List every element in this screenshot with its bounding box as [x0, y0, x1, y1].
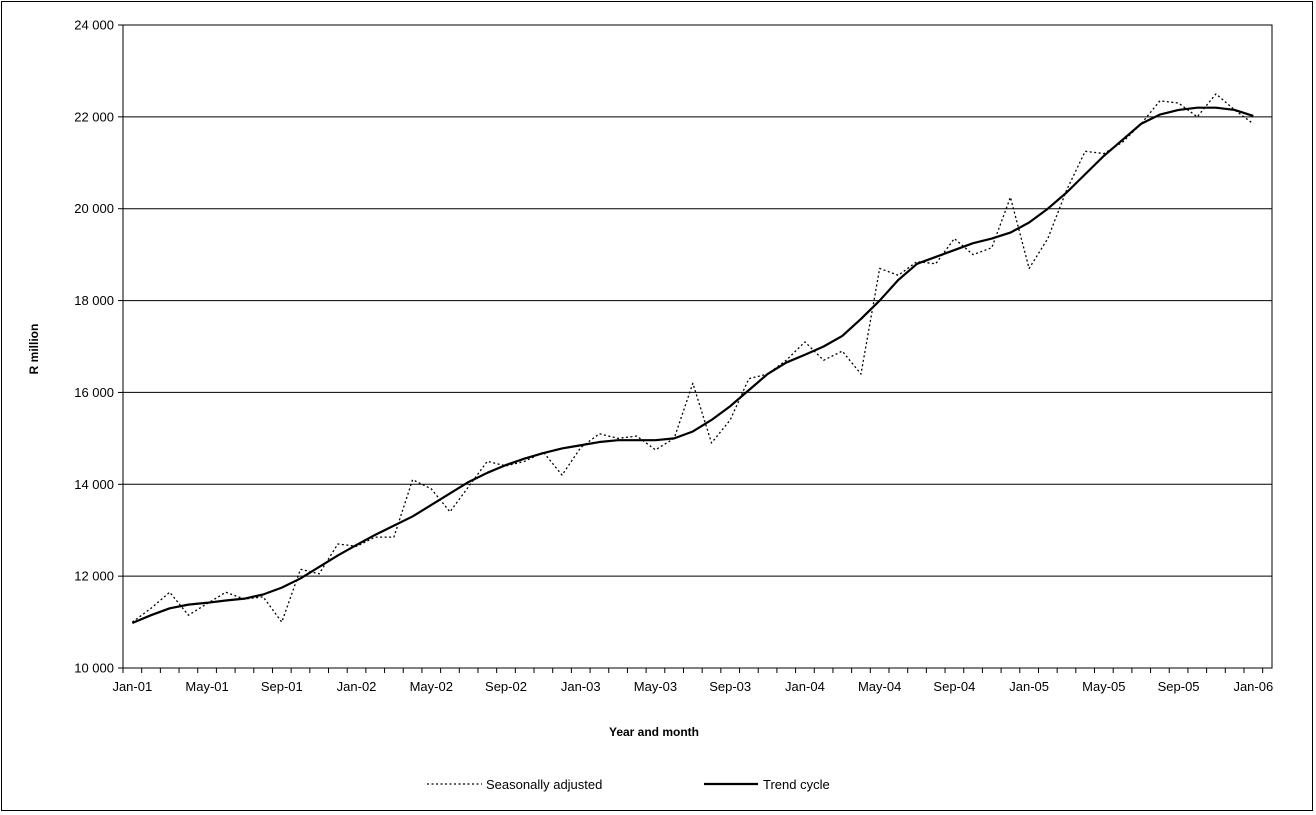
x-tick-label: Sep-04 — [933, 679, 975, 694]
x-tick-label: May-05 — [1082, 679, 1125, 694]
y-tick-label: 18 000 — [74, 293, 114, 308]
x-tick-label: Jan-06 — [1233, 679, 1273, 694]
plot-area — [122, 24, 1273, 669]
legend-label-seasonally-adjusted: Seasonally adjusted — [486, 777, 602, 792]
x-tick-label: Sep-03 — [709, 679, 751, 694]
y-tick-label: 12 000 — [74, 569, 114, 584]
y-axis-title: R million — [27, 324, 41, 375]
x-axis: Jan-01 May-01 Sep-01 Jan-02 May-02 Sep-02 Jan-… — [112, 668, 1273, 694]
x-tick-label: Jan-01 — [112, 679, 152, 694]
x-tick-label: Jan-05 — [1009, 679, 1049, 694]
y-tick-label: 22 000 — [74, 109, 114, 124]
x-tick-label: May-01 — [185, 679, 228, 694]
y-tick-label: 10 000 — [74, 661, 114, 676]
x-tick-label: May-02 — [410, 679, 453, 694]
y-tick-label: 14 000 — [74, 477, 114, 492]
y-tick-label: 24 000 — [74, 18, 114, 33]
y-tick-label: 16 000 — [74, 385, 114, 400]
legend: Seasonally adjusted Trend cycle — [427, 777, 830, 792]
gridlines — [123, 116, 1272, 577]
series — [131, 93, 1254, 625]
y-tick-label: 20 000 — [74, 201, 114, 216]
x-tick-label: Sep-05 — [1158, 679, 1200, 694]
y-axis: 10 000 12 000 14 000 16 000 18 000 20 000 22 0… — [74, 18, 123, 676]
x-axis-title: Year and month — [609, 725, 699, 739]
x-tick-label: Jan-04 — [785, 679, 825, 694]
legend-label-trend-cycle: Trend cycle — [763, 777, 830, 792]
x-tick-label: Sep-02 — [485, 679, 527, 694]
x-tick-label: Jan-03 — [561, 679, 601, 694]
series-line-seasonally-adjusted — [131, 93, 1254, 623]
x-tick-label: Jan-02 — [337, 679, 377, 694]
x-tick-label: Sep-01 — [261, 679, 303, 694]
x-tick-label: May-03 — [634, 679, 677, 694]
x-tick-label: May-04 — [858, 679, 901, 694]
series-line-trend-cycle — [131, 106, 1254, 625]
